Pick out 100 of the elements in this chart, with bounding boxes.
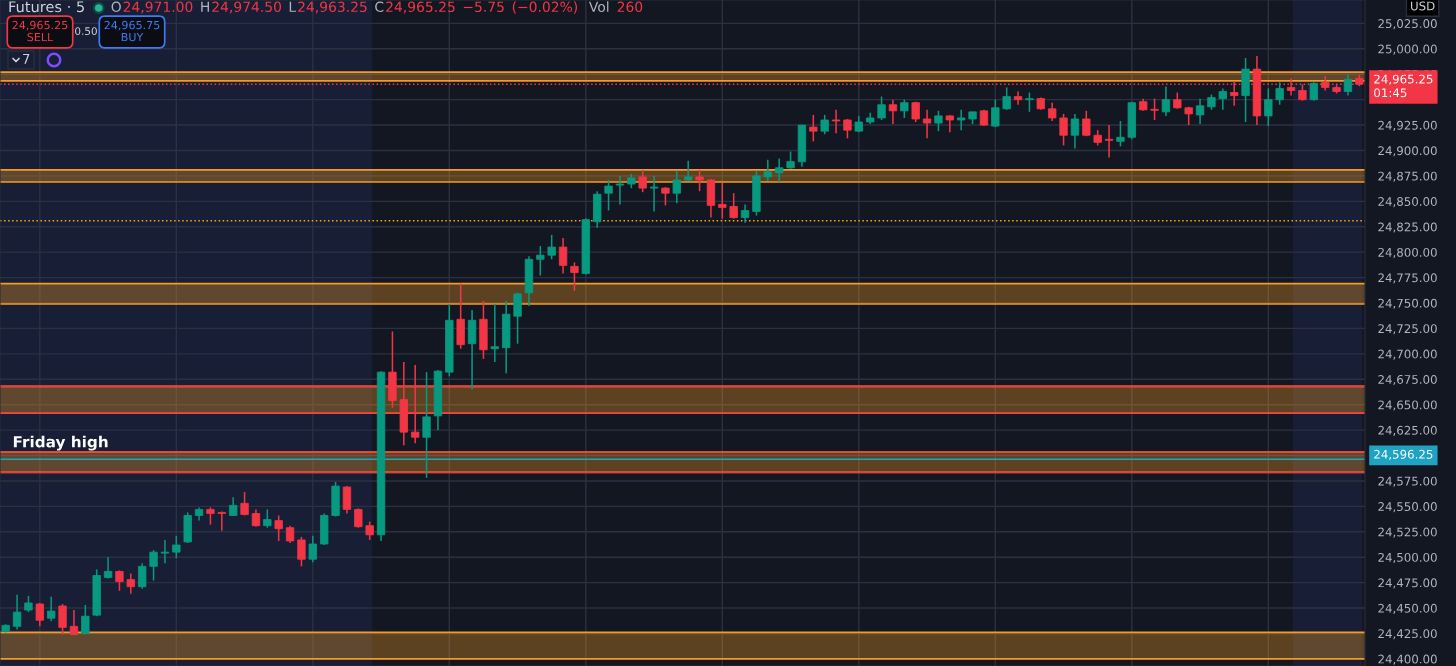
- candlestick: [47, 596, 56, 623]
- y-tick-label: 24,750.00: [1378, 298, 1437, 309]
- candlestick: [467, 309, 477, 391]
- y-tick-label: 24,500.00: [1378, 552, 1437, 564]
- annotation: Vol 260: [588, 1, 643, 13]
- y-tick-label: 24,550.00: [1378, 502, 1437, 513]
- chart-title: Futures · 5: [9, 1, 84, 13]
- candlestick: [672, 170, 681, 205]
- y-tick-label: 24,875.00: [1378, 171, 1437, 182]
- candlestick: [115, 569, 124, 592]
- annotation: 7: [23, 54, 30, 64]
- candlestick: [1275, 81, 1284, 106]
- candlestick: [308, 535, 317, 564]
- y-tick-label: 24,475.00: [1378, 578, 1437, 589]
- y-tick-label: 24,925.00: [1378, 120, 1437, 131]
- y-tick-label: 24,700.00: [1378, 349, 1437, 360]
- y-tick-label: 24,650.00: [1378, 400, 1437, 411]
- y-tick-label: 24,450.00: [1378, 603, 1437, 614]
- candlestick: [103, 556, 113, 580]
- candlestick: [570, 261, 579, 292]
- candlestick: [58, 603, 67, 636]
- candlestick: [877, 95, 886, 121]
- y-tick-label: 25,025.00: [1378, 19, 1437, 30]
- candlestick: [138, 562, 147, 590]
- y-tick-label: 24,625.00: [1378, 425, 1437, 436]
- candlestick: [1025, 91, 1034, 113]
- y-tick-label: 24,775.00: [1378, 273, 1437, 284]
- y-tick-label: 24,525.00: [1378, 527, 1437, 538]
- candlestick: [12, 594, 22, 631]
- ref-line-label: 24,596.25: [1374, 449, 1433, 460]
- candlestick: [1059, 113, 1068, 147]
- candlestick: [957, 109, 966, 131]
- candlestick: [536, 245, 545, 277]
- candlestick: [1048, 101, 1057, 122]
- y-tick-label: 24,800.00: [1378, 247, 1437, 259]
- candlestick: [1116, 120, 1125, 148]
- candlestick: [172, 535, 181, 559]
- candlestick: [240, 491, 249, 517]
- candlestick: [763, 158, 772, 182]
- candlestick: [1150, 97, 1159, 121]
- candlestick: [160, 539, 170, 565]
- candlestick: [1002, 86, 1011, 111]
- candlestick: [263, 508, 272, 529]
- candlestick: [229, 496, 238, 517]
- y-tick-label: 25,000.00: [1378, 44, 1437, 55]
- candlestick: [615, 175, 625, 206]
- candlestick: [661, 186, 670, 207]
- ref-line-label: 24,965.25 01:45: [1374, 74, 1433, 98]
- candlestick: [149, 549, 158, 582]
- candlestick: [1082, 110, 1091, 138]
- y-tick-label: 24,725.00: [1378, 324, 1437, 335]
- candlestick: [274, 514, 283, 542]
- text: O24,971.00 H24,974.50 L24,963.25 C24,965.25 −5.75 (−0.02%): [111, 1, 578, 14]
- candlestick: [69, 609, 79, 637]
- y-tick-label: 24,425.00: [1378, 629, 1437, 640]
- candlestick: [354, 507, 363, 529]
- annotation: 24,965.25 SELL: [12, 20, 68, 42]
- candlestick: [922, 109, 932, 140]
- candlestick: [1195, 97, 1205, 125]
- candlestick: [1013, 90, 1023, 106]
- y-tick-label: 24,675.00: [1378, 374, 1437, 386]
- candlestick: [695, 169, 704, 192]
- annotation: 24,965.75 BUY: [104, 20, 160, 42]
- y-tick-label: 24,900.00: [1378, 146, 1437, 157]
- y-tick-label: 24,850.00: [1378, 197, 1437, 208]
- candlestick: [365, 520, 374, 541]
- text: USD: [1411, 1, 1435, 11]
- candlestick: [513, 292, 522, 345]
- candlestick: [217, 510, 226, 532]
- candlestick: [729, 192, 738, 220]
- candlestick: [1264, 87, 1273, 127]
- candlestick: [991, 98, 1000, 128]
- candlestick: [638, 169, 647, 193]
- candlestick: [1161, 85, 1171, 117]
- candlestick: [934, 110, 943, 132]
- candlestick: [775, 157, 784, 183]
- candlestick: [422, 371, 431, 479]
- candlestick: [342, 485, 352, 515]
- candlestick: [547, 234, 556, 261]
- y-tick-label: 24,825.00: [1378, 222, 1437, 233]
- candlestick: [1070, 113, 1080, 150]
- candlestick: [831, 109, 841, 134]
- candlestick: [604, 179, 613, 212]
- candlestick: [740, 203, 750, 224]
- candlestick: [490, 303, 499, 363]
- band-label: Friday high: [13, 435, 108, 451]
- candlestick: [888, 98, 898, 125]
- candlestick: [1218, 87, 1227, 111]
- candlestick: [809, 114, 818, 143]
- candlestick: [1309, 81, 1318, 102]
- candlestick: [820, 114, 829, 135]
- candlestick: [718, 182, 727, 220]
- y-tick-label: 24,575.00: [1378, 476, 1437, 487]
- candlestick: [126, 572, 135, 595]
- candlestick: [684, 159, 693, 182]
- candlestick: [900, 98, 909, 119]
- annotation: 0.50: [75, 27, 97, 36]
- candlestick: [297, 536, 306, 568]
- candlestick: [558, 237, 568, 275]
- candlestick: [81, 604, 90, 636]
